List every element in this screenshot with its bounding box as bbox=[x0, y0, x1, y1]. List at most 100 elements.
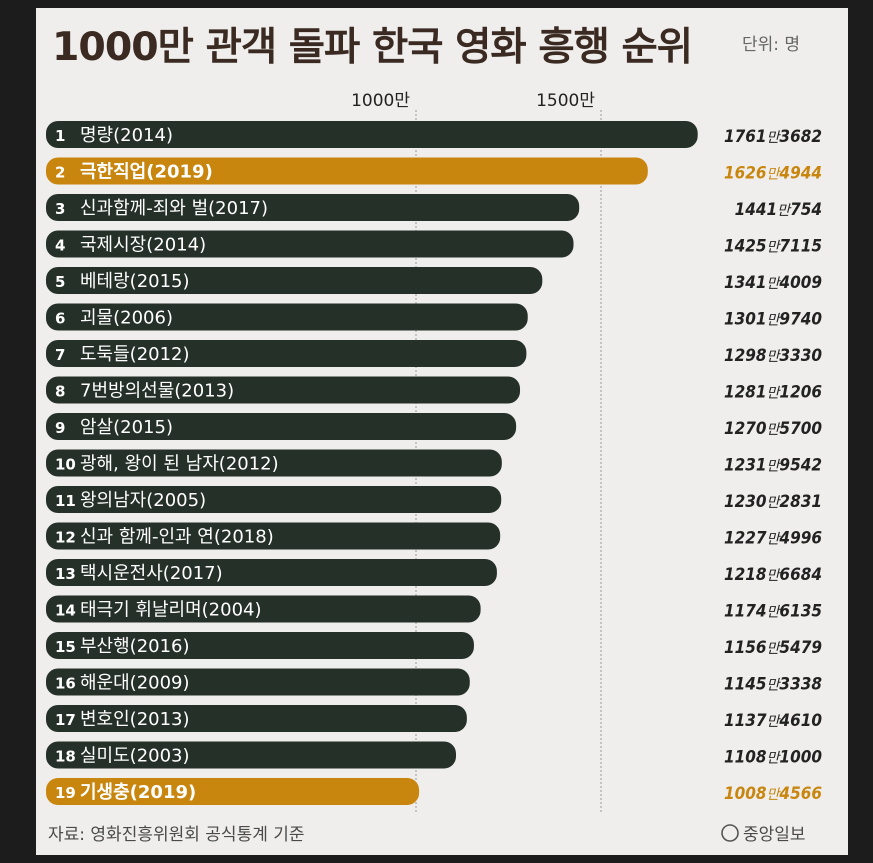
bar bbox=[46, 267, 543, 294]
value-rest: 5700 bbox=[779, 419, 822, 439]
bar bbox=[46, 595, 481, 623]
bar-row: 2 극한직업(2019) 1626만4944 bbox=[46, 157, 822, 185]
bar bbox=[46, 194, 580, 221]
bar-row: 13 택시운전사(2017) 1218만6684 bbox=[46, 559, 822, 586]
value-main: 1301 bbox=[724, 310, 767, 330]
value-rest: 1206 bbox=[779, 383, 822, 403]
bar-row: 10 광해, 왕이 된 남자(2012) 1231만9542 bbox=[46, 449, 822, 477]
movie-label: 신과 함께-인과 연(2018) bbox=[80, 527, 274, 548]
bar bbox=[46, 376, 521, 404]
bar bbox=[46, 449, 502, 477]
value-label: 1341만4009 bbox=[724, 273, 822, 293]
bar-row: 3 신과함께-죄와 벌(2017) 1441만754 bbox=[46, 194, 822, 221]
rank-label: 10 bbox=[55, 456, 76, 474]
value-label: 1626만4944 bbox=[724, 164, 822, 184]
value-label: 1145만3338 bbox=[724, 675, 822, 695]
rank-label: 1 bbox=[55, 127, 65, 145]
movie-label: 태극기 휘날리며(2004) bbox=[80, 600, 262, 621]
rank-label: 11 bbox=[55, 492, 76, 510]
movie-label: 기생충(2019) bbox=[80, 782, 196, 803]
bar bbox=[46, 121, 698, 148]
value-rest: 6684 bbox=[779, 565, 822, 585]
value-rest: 6135 bbox=[779, 602, 822, 622]
value-unit: 만 bbox=[767, 386, 782, 402]
value-label: 1270만5700 bbox=[724, 419, 822, 439]
movie-label: 암살(2015) bbox=[80, 417, 173, 438]
value-rest: 4009 bbox=[778, 273, 822, 293]
value-rest: 7115 bbox=[779, 237, 822, 257]
movie-label: 7번방의선물(2013) bbox=[80, 381, 234, 402]
bar bbox=[46, 230, 574, 258]
publisher-logo-icon bbox=[721, 824, 739, 842]
value-rest: 754 bbox=[790, 200, 822, 220]
value-main: 1230 bbox=[724, 492, 767, 512]
value-label: 1231만9542 bbox=[724, 456, 822, 476]
rank-label: 19 bbox=[55, 784, 76, 802]
movie-label: 신과함께-죄와 벌(2017) bbox=[80, 198, 268, 219]
movie-label: 택시운전사(2017) bbox=[80, 563, 223, 584]
value-rest: 5479 bbox=[779, 638, 822, 658]
rank-label: 2 bbox=[55, 164, 65, 182]
value-unit: 만 bbox=[767, 240, 782, 256]
value-unit: 만 bbox=[767, 641, 782, 657]
value-unit: 만 bbox=[767, 313, 782, 329]
rank-label: 18 bbox=[55, 748, 76, 766]
bar-row: 16 해운대(2009) 1145만3338 bbox=[46, 668, 822, 696]
publisher-logo: 중앙일보 bbox=[721, 824, 806, 845]
rank-label: 12 bbox=[55, 529, 76, 547]
value-main: 1425 bbox=[724, 237, 767, 257]
bar-row: 14 태극기 휘날리며(2004) 1174만6135 bbox=[46, 595, 822, 623]
bar-row: 15 부산행(2016) 1156만5479 bbox=[46, 632, 822, 659]
rank-label: 13 bbox=[55, 565, 76, 583]
value-main: 1218 bbox=[724, 565, 767, 585]
value-unit: 만 bbox=[767, 167, 782, 183]
value-main: 1341 bbox=[724, 273, 767, 293]
value-main: 1145 bbox=[724, 675, 767, 695]
bar-row: 12 신과 함께-인과 연(2018) 1227만4996 bbox=[46, 522, 822, 550]
rank-label: 6 bbox=[55, 310, 65, 328]
bar-row: 9 암살(2015) 1270만5700 bbox=[46, 413, 822, 440]
movie-label: 명량(2014) bbox=[80, 125, 173, 146]
value-main: 1270 bbox=[724, 419, 767, 439]
value-rest: 4610 bbox=[778, 711, 822, 731]
rank-label: 4 bbox=[55, 237, 65, 255]
movie-label: 해운대(2009) bbox=[80, 673, 190, 694]
movie-label: 극한직업(2019) bbox=[80, 162, 213, 183]
bar-row: 19 기생충(2019) 1008만4566 bbox=[46, 778, 822, 805]
value-label: 1281만1206 bbox=[724, 383, 822, 403]
value-label: 1008만4566 bbox=[724, 784, 822, 804]
value-unit: 만 bbox=[767, 349, 782, 365]
value-label: 1108만1000 bbox=[724, 748, 822, 768]
movie-label: 국제시장(2014) bbox=[80, 235, 206, 256]
gridline-label: 1500만 bbox=[536, 91, 595, 111]
movie-label: 광해, 왕이 된 남자(2012) bbox=[80, 454, 279, 475]
value-main: 1761 bbox=[724, 127, 767, 147]
bar bbox=[46, 413, 517, 440]
value-main: 1108 bbox=[724, 748, 767, 768]
bar bbox=[46, 486, 502, 513]
value-rest: 4566 bbox=[778, 784, 822, 804]
movie-label: 부산행(2016) bbox=[80, 636, 190, 657]
value-label: 1218만6684 bbox=[724, 565, 822, 585]
value-label: 1174만6135 bbox=[724, 602, 822, 622]
value-rest: 3330 bbox=[779, 346, 822, 366]
rank-label: 17 bbox=[55, 711, 76, 729]
source-note: 자료: 영화진흥위원회 공식통계 기준 bbox=[48, 825, 305, 845]
bar-row: 4 국제시장(2014) 1425만7115 bbox=[46, 230, 822, 258]
rank-label: 8 bbox=[55, 383, 65, 401]
bar bbox=[46, 559, 497, 586]
value-unit: 만 bbox=[767, 678, 782, 694]
bar-row: 8 7번방의선물(2013) 1281만1206 bbox=[46, 376, 822, 404]
unit-label: 단위: 명 bbox=[742, 35, 800, 55]
value-label: 1137만4610 bbox=[724, 711, 822, 731]
rank-label: 7 bbox=[55, 346, 65, 364]
value-main: 1298 bbox=[724, 346, 767, 366]
value-rest: 1000 bbox=[779, 748, 822, 768]
bar-row: 18 실미도(2003) 1108만1000 bbox=[46, 741, 822, 769]
rank-label: 14 bbox=[55, 602, 76, 620]
value-main: 1441 bbox=[735, 200, 778, 220]
value-unit: 만 bbox=[767, 459, 782, 475]
value-unit: 만 bbox=[767, 714, 782, 730]
